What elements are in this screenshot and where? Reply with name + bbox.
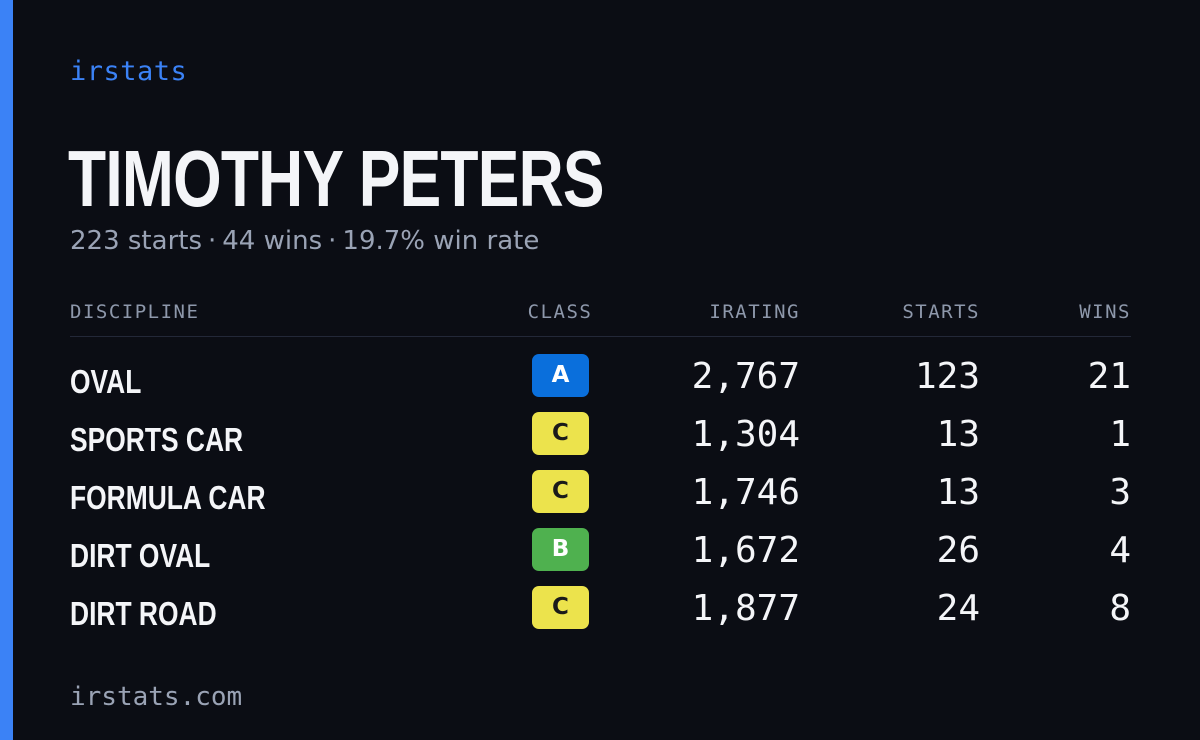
discipline-name: SPORTS CAR: [70, 421, 244, 458]
summary-win-rate: 19.7% win rate: [342, 226, 540, 256]
class-badge: C: [532, 412, 589, 455]
header-discipline: DISCIPLINE: [70, 301, 200, 323]
wins-value: 1: [1109, 414, 1131, 455]
table-header: DISCIPLINE CLASS IRATING STARTS WINS: [70, 296, 1131, 337]
irating-value: 2,767: [691, 356, 800, 397]
header-class: CLASS: [527, 301, 593, 323]
discipline-name: DIRT OVAL: [70, 537, 211, 574]
discipline-name: FORMULA CAR: [70, 479, 266, 516]
driver-summary: 223 starts · 44 wins · 19.7% win rate: [70, 226, 539, 256]
starts-value: 24: [936, 588, 980, 629]
starts-value: 13: [936, 414, 980, 455]
irating-value: 1,672: [691, 530, 800, 571]
class-badge: C: [532, 586, 589, 629]
class-badge: A: [532, 354, 589, 397]
summary-separator: ·: [208, 226, 217, 256]
wins-value: 21: [1087, 356, 1131, 397]
driver-name: TIMOTHY PETERS: [68, 134, 605, 223]
header-wins: WINS: [1079, 301, 1131, 323]
table-row: SPORTS CAR C 1,304 13 1: [70, 411, 1131, 469]
starts-value: 123: [914, 356, 980, 397]
table-row: DIRT OVAL B 1,672 26 4: [70, 527, 1131, 585]
table-body: OVAL A 2,767 123 21 SPORTS CAR C 1,304 1…: [70, 337, 1131, 643]
starts-value: 13: [936, 472, 980, 513]
header-irating: IRATING: [709, 301, 800, 323]
brand-logo[interactable]: irstats: [70, 56, 188, 87]
discipline-name: OVAL: [70, 363, 142, 400]
wins-value: 3: [1109, 472, 1131, 513]
table-row: DIRT ROAD C 1,877 24 8: [70, 585, 1131, 643]
header-starts: STARTS: [902, 301, 980, 323]
discipline-table: DISCIPLINE CLASS IRATING STARTS WINS OVA…: [70, 296, 1131, 643]
accent-bar: [0, 0, 13, 740]
table-row: FORMULA CAR C 1,746 13 3: [70, 469, 1131, 527]
class-badge: C: [532, 470, 589, 513]
summary-wins: 44 wins: [222, 226, 323, 256]
discipline-name: DIRT ROAD: [70, 595, 217, 632]
footer-url[interactable]: irstats.com: [70, 682, 243, 712]
summary-separator: ·: [328, 226, 337, 256]
irating-value: 1,746: [691, 472, 800, 513]
table-row: OVAL A 2,767 123 21: [70, 353, 1131, 411]
summary-starts: 223 starts: [70, 226, 202, 256]
irating-value: 1,877: [691, 588, 800, 629]
irating-value: 1,304: [691, 414, 800, 455]
wins-value: 8: [1109, 588, 1131, 629]
class-badge: B: [532, 528, 589, 571]
wins-value: 4: [1109, 530, 1131, 571]
starts-value: 26: [936, 530, 980, 571]
